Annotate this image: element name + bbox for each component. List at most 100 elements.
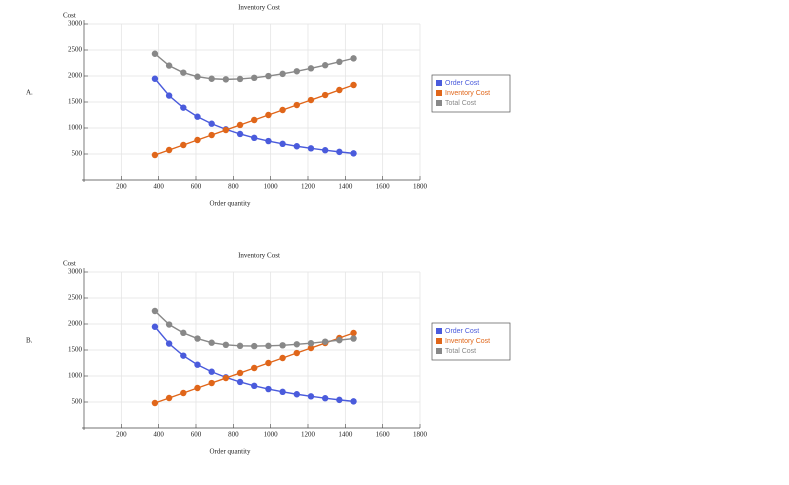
data-point bbox=[279, 140, 286, 148]
x-tick-label: 1200 bbox=[301, 183, 316, 191]
legend-swatch bbox=[436, 348, 442, 354]
chart-title: Inventory Cost bbox=[238, 4, 280, 12]
data-point bbox=[151, 307, 159, 315]
data-point bbox=[321, 62, 329, 69]
data-point bbox=[307, 344, 315, 352]
data-point bbox=[236, 75, 244, 83]
data-point bbox=[236, 130, 244, 138]
data-point bbox=[293, 341, 300, 348]
y-axis-label: Cost bbox=[63, 260, 76, 268]
legend-swatch bbox=[436, 328, 442, 334]
x-tick-label: 1000 bbox=[264, 431, 279, 439]
x-axis-label: Order quantity bbox=[209, 448, 251, 456]
data-point bbox=[350, 150, 357, 157]
data-point bbox=[350, 55, 357, 62]
data-point bbox=[279, 70, 286, 78]
data-point bbox=[251, 364, 258, 372]
data-point bbox=[307, 340, 315, 347]
y-tick-label: 3000 bbox=[68, 268, 83, 276]
data-point bbox=[236, 342, 244, 350]
x-tick-label: 1600 bbox=[376, 183, 391, 191]
data-point bbox=[279, 388, 286, 396]
data-point bbox=[251, 342, 258, 350]
data-point bbox=[194, 384, 201, 392]
x-tick-label: 1400 bbox=[338, 183, 353, 191]
data-point bbox=[336, 336, 343, 344]
legend-label: Total Cost bbox=[445, 100, 476, 107]
data-point bbox=[165, 394, 173, 402]
legend-swatch bbox=[436, 100, 442, 106]
data-point bbox=[265, 137, 272, 145]
chart-panel: B. Inventory Cost Cost Order quantity 500 100… bbox=[26, 252, 511, 456]
x-tick-label: 200 bbox=[116, 183, 127, 191]
data-point bbox=[251, 382, 258, 390]
data-point bbox=[208, 339, 215, 346]
data-point bbox=[194, 73, 201, 80]
data-point bbox=[265, 111, 272, 119]
legend-swatch bbox=[436, 90, 442, 96]
x-tick-label: 1800 bbox=[413, 183, 428, 191]
legend-label: Order Cost bbox=[445, 80, 479, 87]
data-point bbox=[180, 69, 187, 76]
data-point bbox=[350, 335, 357, 342]
data-point bbox=[222, 374, 230, 382]
data-point bbox=[350, 398, 357, 405]
data-point bbox=[279, 354, 286, 362]
data-point bbox=[265, 385, 272, 393]
data-point bbox=[265, 359, 272, 367]
data-point bbox=[321, 395, 329, 402]
legend-swatch bbox=[436, 338, 442, 344]
data-point bbox=[208, 368, 215, 375]
legend-box bbox=[431, 74, 511, 113]
data-point bbox=[208, 75, 215, 82]
x-tick-label: 1800 bbox=[413, 431, 428, 439]
data-point bbox=[222, 126, 230, 134]
x-tick-label: 400 bbox=[153, 183, 164, 191]
data-point bbox=[336, 148, 343, 156]
x-tick-label: 1200 bbox=[301, 431, 316, 439]
legend-label: Inventory Cost bbox=[445, 338, 490, 345]
data-point bbox=[236, 121, 244, 129]
x-tick-label: 1600 bbox=[376, 431, 391, 439]
data-point bbox=[307, 145, 315, 152]
data-point bbox=[307, 393, 315, 400]
y-tick-label: 3000 bbox=[68, 20, 83, 28]
data-point bbox=[222, 76, 230, 83]
y-tick-label: 2000 bbox=[68, 320, 83, 328]
data-point bbox=[165, 321, 173, 328]
data-point bbox=[151, 151, 159, 159]
data-point bbox=[336, 58, 343, 66]
data-point bbox=[165, 62, 173, 69]
data-point bbox=[208, 120, 215, 127]
data-point bbox=[151, 399, 159, 407]
data-point bbox=[321, 91, 329, 99]
x-tick-label: 1000 bbox=[264, 183, 279, 191]
data-point bbox=[293, 349, 300, 357]
legend-label: Total Cost bbox=[445, 348, 476, 355]
x-tick-label: 200 bbox=[116, 431, 127, 439]
data-point bbox=[180, 329, 187, 337]
data-point bbox=[222, 341, 230, 348]
y-tick-label: 1500 bbox=[68, 346, 83, 354]
data-point bbox=[165, 340, 173, 347]
data-point bbox=[180, 104, 187, 111]
data-point bbox=[265, 72, 272, 80]
x-axis-label: Order quantity bbox=[209, 200, 251, 208]
y-tick-label: 2500 bbox=[68, 46, 83, 54]
x-tick-label: 600 bbox=[191, 431, 202, 439]
y-tick-label: 1000 bbox=[68, 124, 83, 132]
data-point bbox=[321, 338, 329, 345]
data-point bbox=[307, 65, 315, 72]
legend-swatch bbox=[436, 80, 442, 86]
x-tick-label: 800 bbox=[228, 431, 239, 439]
data-point bbox=[180, 141, 187, 149]
chart-title: Inventory Cost bbox=[238, 252, 280, 260]
data-point bbox=[236, 369, 244, 377]
x-tick-label: 600 bbox=[191, 183, 202, 191]
panel-label: B. bbox=[26, 337, 33, 345]
legend-box bbox=[431, 322, 511, 361]
x-tick-label: 1400 bbox=[338, 431, 353, 439]
data-point bbox=[251, 134, 258, 142]
data-point bbox=[251, 116, 258, 124]
